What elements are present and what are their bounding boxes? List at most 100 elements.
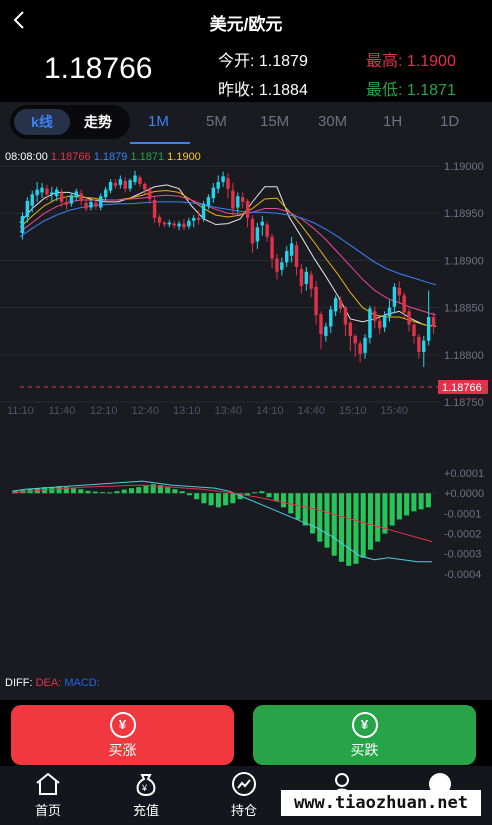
ma-line (19, 201, 437, 286)
macd-bar (404, 493, 410, 516)
macd-bar (136, 487, 142, 494)
macd-bar (382, 493, 388, 534)
macd-bar (302, 493, 308, 526)
candle-body (226, 178, 230, 189)
current-price-tag (438, 380, 488, 394)
candle-body (402, 295, 406, 313)
candle-body (348, 322, 353, 336)
nav-recharge-label: 充值 (132, 803, 159, 818)
home-icon (36, 772, 60, 795)
macd-bar (186, 493, 192, 496)
tab-kline[interactable]: k线 (14, 109, 70, 135)
kline-legend: 08:08:00 1.18766 1.1879 1.1871 1.1900 (5, 151, 201, 163)
macd-bar (157, 485, 163, 494)
macd-bar (353, 493, 359, 564)
candle-body (265, 224, 269, 237)
candle-body (270, 236, 274, 259)
macd-bar (425, 493, 431, 508)
candle-body (113, 182, 118, 186)
candle-body (289, 243, 294, 256)
macd-diff-line (11, 480, 432, 563)
candle-body (412, 324, 416, 336)
candle-body (309, 274, 313, 289)
kline-x-tick: 15:40 (381, 405, 409, 417)
high-price: 最高: 1.1900 (366, 47, 456, 71)
candle-body (240, 197, 245, 202)
candle-body (108, 182, 113, 191)
nav-positions[interactable]: 持仓 (209, 771, 279, 819)
candle-body (74, 191, 78, 198)
candle-body (138, 177, 142, 184)
candle-body (177, 223, 181, 227)
macd-bar (179, 491, 185, 494)
buy-down-label: 买跌 (350, 742, 379, 758)
macd-bar (252, 492, 258, 494)
macd-bar (259, 491, 265, 494)
macd-bar (223, 493, 229, 506)
macd-bar (71, 488, 77, 494)
candle-body (260, 221, 264, 226)
money-bag-icon: ¥ (136, 774, 156, 797)
tab-1d[interactable]: 1D (440, 113, 460, 130)
low-price: 最低: 1.1871 (366, 76, 456, 100)
prev-close-price: 昨收: 1.1884 (218, 76, 308, 100)
nav-service[interactable] (405, 771, 475, 800)
candle-body (99, 196, 103, 208)
kline-x-tick: 13:40 (215, 405, 243, 417)
back-icon[interactable] (10, 10, 30, 30)
candle-body (275, 258, 279, 272)
candle-body (201, 203, 206, 219)
macd-bar (389, 493, 395, 526)
tab-1m[interactable]: 1M (148, 113, 169, 130)
macd-bar (367, 493, 373, 550)
candle-body (157, 216, 162, 223)
tab-1h[interactable]: 1H (383, 113, 403, 130)
candle-body (397, 287, 402, 296)
macd-bar (411, 493, 417, 512)
kline-x-tick: 14:40 (298, 405, 326, 417)
candle-body (363, 337, 367, 353)
candle-body (147, 189, 152, 200)
candle-body (236, 196, 240, 208)
macd-bar (360, 493, 366, 558)
candle-body (299, 268, 304, 286)
kline-y-tick: 1.18900 (444, 255, 484, 267)
tab-trend[interactable]: 走势 (84, 114, 112, 130)
macd-bar (121, 489, 127, 494)
candle-body (294, 245, 299, 268)
candle-body (280, 262, 284, 270)
last-price: 1.18766 (44, 52, 153, 85)
macd-lines (11, 480, 433, 563)
nav-recharge[interactable]: ¥ 充值 (111, 771, 181, 819)
macd-bar (150, 484, 156, 494)
candle-body (128, 180, 132, 189)
macd-bar (165, 487, 171, 494)
tab-30m[interactable]: 30M (318, 113, 348, 130)
candle-body (407, 311, 411, 325)
candle-body (143, 183, 147, 190)
kline-y-axis: 1.19000 1.18950 1.18900 1.18850 1.18800 1.187… (444, 161, 484, 409)
prev-close-value: 1.1884 (258, 82, 308, 99)
macd-bar (128, 488, 135, 494)
buy-up-label: 买涨 (108, 742, 137, 758)
candle-body (382, 315, 387, 328)
candle-body (211, 187, 216, 199)
candle-body (69, 195, 74, 204)
macd-legend-macd: MACD: (64, 677, 100, 689)
nav-home[interactable]: 首页 (13, 771, 83, 819)
candle-body (40, 187, 44, 193)
macd-bar (99, 492, 106, 494)
chart-svg[interactable]: 1.19000 1.18950 1.18900 1.18850 1.18800 1.187… (0, 144, 492, 700)
tab-5m[interactable]: 5M (206, 113, 227, 130)
buy-down-button[interactable]: ¥ 买跌 (253, 705, 476, 765)
tab-15m[interactable]: 15M (260, 113, 290, 130)
buy-up-button[interactable]: ¥ 买涨 (11, 705, 234, 765)
candle-body (167, 222, 171, 225)
candle-body (358, 343, 362, 354)
chart-panel[interactable] (0, 144, 492, 700)
kline-y-tick: 1.19000 (444, 161, 484, 173)
candle-body (118, 179, 123, 185)
macd-legend-diff: DIFF: (5, 677, 33, 689)
current-price-tag-text: 1.18766 (442, 382, 482, 394)
macd-y-tick: -0.0001 (444, 508, 481, 520)
